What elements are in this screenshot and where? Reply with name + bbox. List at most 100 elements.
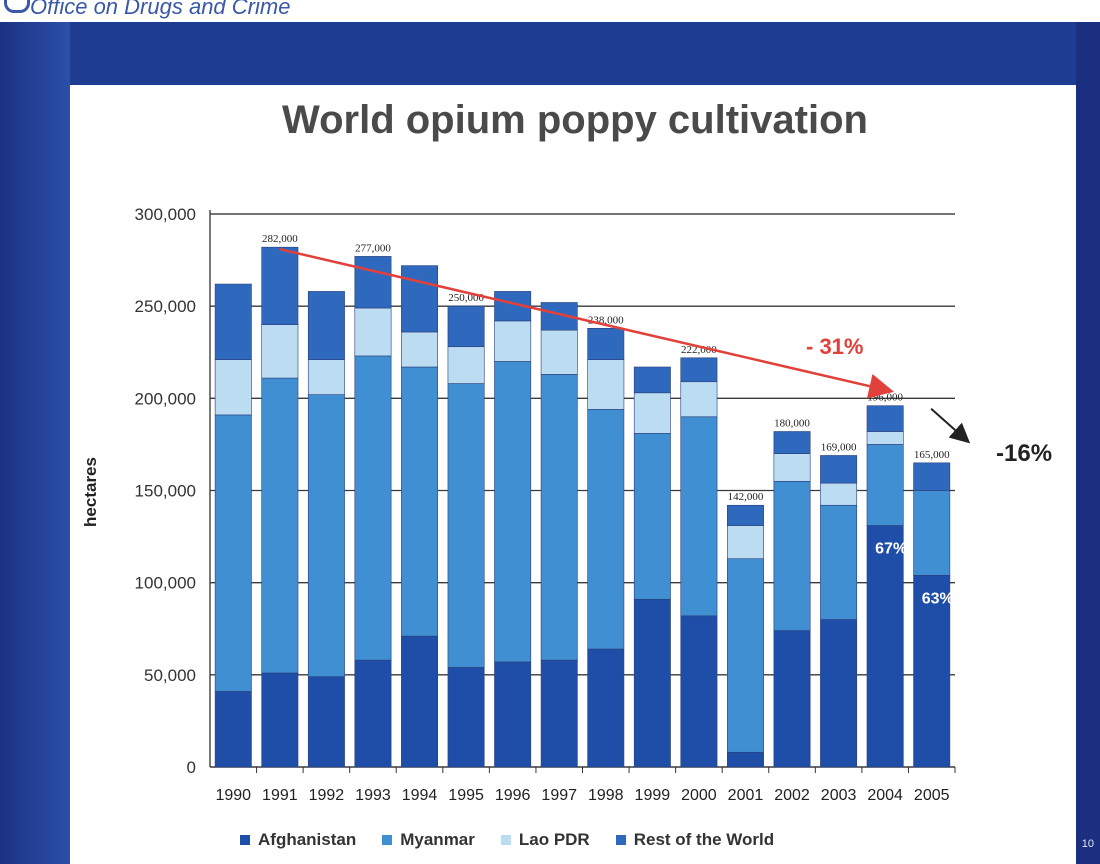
bar-segment-lao-pdr [447,346,485,384]
bar-segment-afghanistan [494,661,532,768]
bar-segment-lao-pdr [727,525,764,560]
bar-segment-afghanistan [633,598,671,768]
bar-segment-myanmar [307,394,345,677]
bar-segment-myanmar [727,558,764,753]
bar-total-label: 277,000 [355,242,391,254]
x-tick-label: 1997 [541,787,577,804]
x-tick-label: 1992 [309,787,345,804]
legend-label-lao-pdr: Lao PDR [518,830,590,849]
legend-label-myanmar: Myanmar [400,830,475,849]
bar-segment-myanmar [680,416,718,617]
bar-segment-rest-of-the-world [401,265,438,333]
legend-swatch-rest-of-world [615,835,626,845]
bar-total-label: 169,000 [821,441,857,453]
bar-segment-lao-pdr [540,329,578,375]
bar-total-label: 142,000 [728,491,764,503]
y-tick-label: 0 [187,758,196,777]
bar-segment-lao-pdr [587,359,625,410]
bar-segment-afghanistan [587,648,625,768]
x-tick-label: 2004 [867,787,903,804]
bar-segment-lao-pdr [401,331,438,368]
bar-total-label: 282,000 [262,233,298,245]
bar-segment-afghanistan [540,659,578,768]
bar-segment-lao-pdr [633,392,671,434]
bar-segment-myanmar [633,433,671,600]
bar-segment-myanmar [214,414,252,692]
x-tick-label: 1996 [495,787,531,804]
y-tick-label: 150,000 [135,482,196,501]
y-tick-label: 250,000 [135,297,196,316]
trend-annotation-black: -16% [996,440,1053,467]
y-tick-label: 100,000 [135,574,196,593]
bar-segment-lao-pdr [261,324,299,379]
bar-segment-afghanistan [820,619,858,768]
legend-item-afghanistan: Afghanistan [240,830,356,850]
un-emblem-icon [4,0,30,13]
x-tick-label: 2005 [914,787,950,804]
bar-segment-afghanistan [307,676,345,768]
bar-segment-myanmar [773,480,811,631]
bar-segment-lao-pdr [214,359,252,416]
bar-segment-lao-pdr [866,431,904,445]
legend-swatch-lao-pdr [500,835,511,845]
x-tick-label: 2003 [821,787,857,804]
afghanistan-share-label: 67% [875,541,907,558]
bar-segment-rest-of-the-world [727,504,764,526]
bar-segment-afghanistan [727,751,764,768]
bar-segment-lao-pdr [494,320,532,362]
legend-item-lao-pdr: Lao PDR [500,830,590,850]
bar-segment-afghanistan [447,667,485,768]
bar-segment-afghanistan [354,659,392,768]
bar-segment-myanmar [354,355,392,661]
bar-segment-myanmar [540,374,578,661]
bar-total-label: 250,000 [448,292,484,304]
chart-legend: Afghanistan Myanmar Lao PDR Rest of the … [240,830,774,850]
legend-label-rest-of-world: Rest of the World [633,830,775,849]
trend-arrow-red [279,247,895,399]
x-tick-label: 1995 [448,787,484,804]
bar-segment-afghanistan [773,630,811,768]
bar-segment-lao-pdr [680,381,718,418]
bar-total-label: 222,000 [681,344,717,356]
bar-total-label: 180,000 [774,418,810,430]
bar-segment-rest-of-the-world [866,405,904,432]
bar-segment-afghanistan [261,672,299,768]
bar-segment-lao-pdr [307,359,345,395]
legend-swatch-myanmar [382,835,393,845]
bar-segment-afghanistan [913,574,951,768]
trend-arrow-black [930,407,971,444]
afghanistan-share-label: 63% [922,590,954,607]
bar-segment-rest-of-the-world [214,283,252,360]
y-tick-label: 200,000 [135,389,196,408]
bar-segment-myanmar [866,444,904,526]
slide-frame-right [1076,22,1100,864]
x-tick-label: 2001 [728,787,764,804]
x-tick-label: 1990 [215,787,251,804]
bar-segment-afghanistan [866,525,904,768]
bar-segment-myanmar [401,366,438,637]
slide-frame-left [0,22,70,864]
legend-swatch-afghanistan [240,835,250,845]
bar-segment-myanmar [261,377,299,674]
bar-total-label: 165,000 [914,449,950,461]
x-tick-label: 1998 [588,787,624,804]
trend-annotation-red: - 31% [806,334,864,359]
bar-segment-rest-of-the-world [773,431,811,454]
bar-segment-myanmar [447,383,485,668]
chart-title: World opium poppy cultivation [282,98,868,142]
y-axis-label: hectares [81,457,100,527]
bar-segment-rest-of-the-world [820,455,858,484]
bar-segment-afghanistan [680,615,718,768]
y-tick-label: 50,000 [144,666,196,685]
x-tick-label: 1991 [262,787,298,804]
bar-segment-afghanistan [401,635,438,768]
bar-segment-rest-of-the-world [354,256,392,309]
bar-segment-myanmar [820,504,858,620]
y-tick-label: 300,000 [135,205,196,224]
top-banner: Office on Drugs and Crime [0,0,1100,22]
page-number: 10 [1081,838,1094,850]
bar-segment-lao-pdr [820,482,858,506]
bar-segment-myanmar [494,361,532,663]
x-tick-label: 1993 [355,787,391,804]
